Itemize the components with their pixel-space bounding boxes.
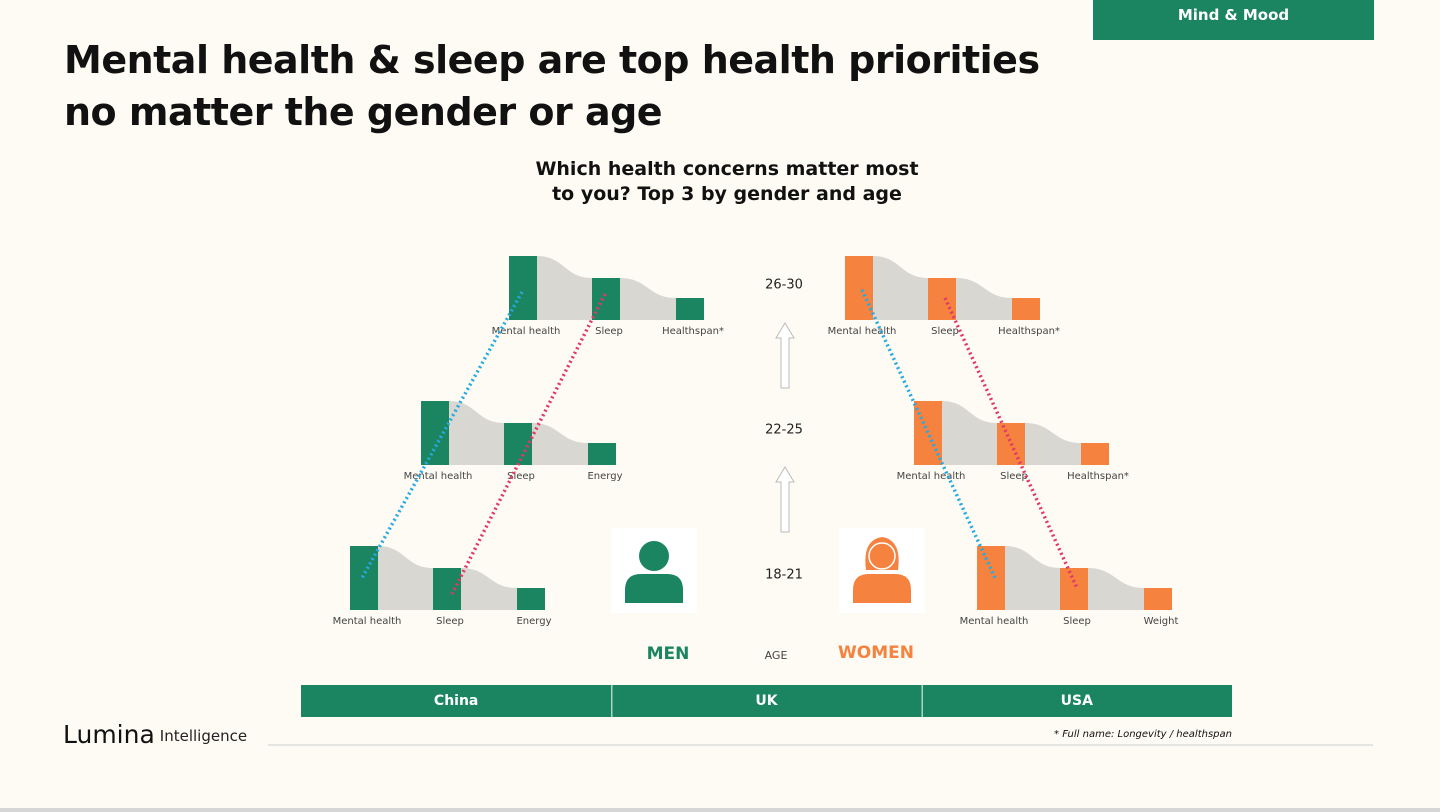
concern-label: Mental health <box>333 616 402 627</box>
women-icon <box>839 528 925 613</box>
country-tab <box>922 685 1232 717</box>
trend-line <box>860 289 998 581</box>
rank-bar <box>517 588 545 610</box>
country-tab-label: UK <box>755 693 778 709</box>
rank-bar <box>1144 588 1172 610</box>
icon-body <box>625 574 683 603</box>
logo-suffix: Intelligence <box>160 727 247 745</box>
concern-label: Mental health <box>897 471 966 482</box>
concern-label: Sleep <box>595 326 623 337</box>
rank-bar <box>845 256 873 320</box>
rank-bar <box>433 568 461 610</box>
rank-bar <box>1060 568 1088 610</box>
rank-bar <box>588 443 616 465</box>
logo-brand: Lumina <box>63 720 155 749</box>
concern-label: Weight <box>1144 616 1179 627</box>
logo: Lumina Intelligence <box>63 720 247 749</box>
bottom-band <box>0 808 1440 812</box>
section-tag: Mind & Mood <box>1093 0 1374 40</box>
up-arrow <box>775 322 795 389</box>
rank-bar <box>509 256 537 320</box>
concern-label: Healthspan* <box>998 326 1060 337</box>
footnote: * Full name: Longevity / healthspan <box>1054 729 1232 740</box>
icon-head <box>639 541 669 571</box>
concern-label: Energy <box>516 616 551 627</box>
trend-line <box>450 293 607 595</box>
age-label: AGE <box>765 649 788 662</box>
age-value: 18-21 <box>765 568 803 583</box>
concern-label: Healthspan* <box>1067 471 1129 482</box>
rank-bar <box>928 278 956 320</box>
concern-label: Sleep <box>436 616 464 627</box>
concern-label: Energy <box>587 471 622 482</box>
country-tab-label: USA <box>1061 693 1093 709</box>
country-tab <box>301 685 612 717</box>
trend-line <box>943 297 1079 589</box>
icon-head <box>868 542 896 570</box>
concern-label: Sleep <box>931 326 959 337</box>
chart-subtitle: Which health concerns matter most to you… <box>535 158 919 205</box>
concern-label: Mental health <box>828 326 897 337</box>
men-icon <box>611 528 697 613</box>
concern-label: Sleep <box>1063 616 1091 627</box>
country-tab-label: China <box>434 693 478 709</box>
concern-label: Sleep <box>1000 471 1028 482</box>
rank-bar <box>676 298 704 320</box>
women-label: WOMEN <box>838 643 914 663</box>
rank-bar <box>504 423 532 465</box>
rank-bar <box>1012 298 1040 320</box>
arrows <box>775 322 795 533</box>
rank-bar <box>1081 443 1109 465</box>
slide-title: Mental health & sleep are top health pri… <box>64 38 1040 134</box>
concern-label: Mental health <box>404 471 473 482</box>
concern-label: Sleep <box>507 471 535 482</box>
age-value: 22-25 <box>765 423 803 438</box>
age-value: 26-30 <box>765 278 803 293</box>
concern-label: Mental health <box>492 326 561 337</box>
concern-label: Healthspan* <box>662 326 724 337</box>
trend-lines <box>360 289 1079 595</box>
icon-body <box>853 574 911 603</box>
men-label: MEN <box>647 644 690 664</box>
country-tab <box>612 685 922 717</box>
up-arrow <box>775 466 795 533</box>
rank-bar <box>977 546 1005 610</box>
concern-label: Mental health <box>960 616 1029 627</box>
